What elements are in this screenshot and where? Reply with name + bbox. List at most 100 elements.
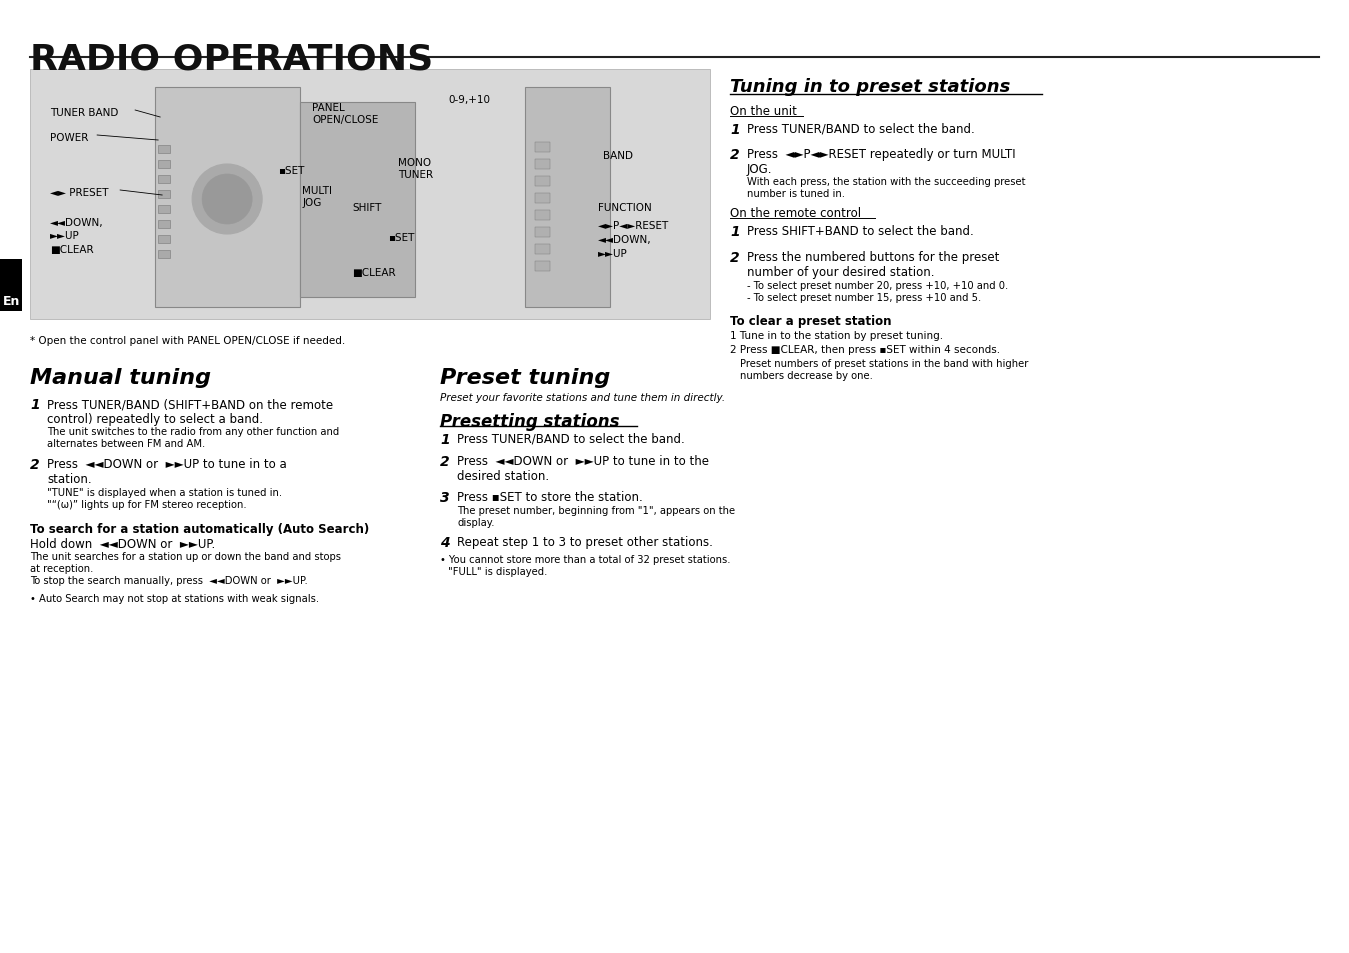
Text: 1: 1 <box>730 225 739 239</box>
Text: TUNER: TUNER <box>398 170 433 180</box>
Text: ■CLEAR: ■CLEAR <box>50 245 94 254</box>
Text: Preset your favorite stations and tune them in directly.: Preset your favorite stations and tune t… <box>440 393 726 402</box>
Text: TUNER BAND: TUNER BAND <box>50 108 119 118</box>
FancyBboxPatch shape <box>158 160 170 169</box>
FancyBboxPatch shape <box>536 228 550 238</box>
Text: On the unit: On the unit <box>730 105 797 118</box>
Text: Press TUNER/BAND to select the band.: Press TUNER/BAND to select the band. <box>747 123 975 136</box>
Text: RADIO OPERATIONS: RADIO OPERATIONS <box>30 42 433 76</box>
Text: To clear a preset station: To clear a preset station <box>730 314 892 328</box>
Text: 2 Press ■CLEAR, then press ▪SET within 4 seconds.: 2 Press ■CLEAR, then press ▪SET within 4… <box>730 345 1000 355</box>
FancyBboxPatch shape <box>158 206 170 214</box>
Circle shape <box>192 165 262 234</box>
Text: The unit switches to the radio from any other function and: The unit switches to the radio from any … <box>47 427 340 436</box>
FancyBboxPatch shape <box>536 143 550 153</box>
Text: number is tuned in.: number is tuned in. <box>747 189 844 199</box>
Text: alternates between FM and AM.: alternates between FM and AM. <box>47 438 205 449</box>
FancyBboxPatch shape <box>158 146 170 154</box>
FancyBboxPatch shape <box>158 175 170 184</box>
Text: To search for a station automatically (Auto Search): To search for a station automatically (A… <box>30 522 370 536</box>
Text: • Auto Search may not stop at stations with weak signals.: • Auto Search may not stop at stations w… <box>30 594 320 603</box>
Text: MULTI: MULTI <box>302 186 332 195</box>
Text: ►►UP: ►►UP <box>598 249 627 258</box>
Text: 1: 1 <box>30 397 39 412</box>
Text: 1: 1 <box>440 433 449 447</box>
Circle shape <box>202 174 252 225</box>
Text: 2: 2 <box>730 148 739 162</box>
Text: "FULL" is displayed.: "FULL" is displayed. <box>448 566 548 577</box>
Text: ▪SET: ▪SET <box>278 166 305 175</box>
Text: MONO: MONO <box>398 158 432 168</box>
Text: Press ▪SET to store the station.: Press ▪SET to store the station. <box>457 491 643 503</box>
Text: OPEN/CLOSE: OPEN/CLOSE <box>312 115 379 125</box>
FancyBboxPatch shape <box>536 176 550 187</box>
Text: 2: 2 <box>440 455 449 469</box>
Text: Presetting stations: Presetting stations <box>440 413 619 431</box>
Text: number of your desired station.: number of your desired station. <box>747 266 935 278</box>
Text: ◄◄DOWN,: ◄◄DOWN, <box>598 234 652 245</box>
Text: • You cannot store more than a total of 32 preset stations.: • You cannot store more than a total of … <box>440 555 731 564</box>
Text: JOG: JOG <box>302 198 321 208</box>
Text: To stop the search manually, press  ◄◄DOWN or  ►►UP.: To stop the search manually, press ◄◄DOW… <box>30 576 308 585</box>
Text: Press  ◄►P◄►RESET repeatedly or turn MULTI: Press ◄►P◄►RESET repeatedly or turn MULT… <box>747 148 1016 161</box>
Text: at reception.: at reception. <box>30 563 93 574</box>
FancyBboxPatch shape <box>158 235 170 244</box>
FancyBboxPatch shape <box>536 245 550 255</box>
Text: Preset tuning: Preset tuning <box>440 368 610 388</box>
Text: display.: display. <box>457 517 495 527</box>
FancyBboxPatch shape <box>155 88 299 308</box>
FancyBboxPatch shape <box>536 211 550 221</box>
Text: ◄► PRESET: ◄► PRESET <box>50 188 109 198</box>
FancyBboxPatch shape <box>158 220 170 229</box>
Text: Preset numbers of preset stations in the band with higher: Preset numbers of preset stations in the… <box>741 358 1028 369</box>
FancyBboxPatch shape <box>299 103 415 297</box>
FancyBboxPatch shape <box>158 251 170 259</box>
Text: - To select preset number 15, press +10 and 5.: - To select preset number 15, press +10 … <box>747 293 981 303</box>
Text: desired station.: desired station. <box>457 470 549 482</box>
Text: ◄◄DOWN,: ◄◄DOWN, <box>50 218 104 228</box>
Text: Hold down  ◄◄DOWN or  ►►UP.: Hold down ◄◄DOWN or ►►UP. <box>30 537 216 551</box>
Text: 1 Tune in to the station by preset tuning.: 1 Tune in to the station by preset tunin… <box>730 331 943 340</box>
Text: ◄►P◄►RESET: ◄►P◄►RESET <box>598 221 669 231</box>
Text: 1: 1 <box>730 123 739 137</box>
Text: FUNCTION: FUNCTION <box>598 203 652 213</box>
Text: station.: station. <box>47 473 92 485</box>
Text: Press  ◄◄DOWN or  ►►UP to tune in to the: Press ◄◄DOWN or ►►UP to tune in to the <box>457 455 710 468</box>
FancyBboxPatch shape <box>525 88 610 308</box>
Text: POWER: POWER <box>50 132 89 143</box>
FancyBboxPatch shape <box>30 70 710 319</box>
Text: With each press, the station with the succeeding preset: With each press, the station with the su… <box>747 177 1025 187</box>
Text: 3: 3 <box>440 491 449 504</box>
Text: ■CLEAR: ■CLEAR <box>352 268 395 277</box>
Text: * Open the control panel with PANEL OPEN/CLOSE if needed.: * Open the control panel with PANEL OPEN… <box>30 335 345 346</box>
Text: Manual tuning: Manual tuning <box>30 368 212 388</box>
Text: 0-9,+10: 0-9,+10 <box>448 95 490 105</box>
Text: - To select preset number 20, press +10, +10 and 0.: - To select preset number 20, press +10,… <box>747 281 1008 291</box>
Text: Press SHIFT+BAND to select the band.: Press SHIFT+BAND to select the band. <box>747 225 974 237</box>
Text: ▪SET: ▪SET <box>389 233 414 243</box>
Text: Press  ◄◄DOWN or  ►►UP to tune in to a: Press ◄◄DOWN or ►►UP to tune in to a <box>47 457 287 471</box>
FancyBboxPatch shape <box>536 193 550 204</box>
FancyBboxPatch shape <box>0 260 22 312</box>
Text: On the remote control: On the remote control <box>730 207 861 220</box>
Text: numbers decrease by one.: numbers decrease by one. <box>741 371 873 380</box>
Text: Tuning in to preset stations: Tuning in to preset stations <box>730 78 1010 96</box>
Text: The preset number, beginning from "1", appears on the: The preset number, beginning from "1", a… <box>457 505 735 516</box>
Text: 2: 2 <box>730 251 739 265</box>
Text: Press TUNER/BAND (SHIFT+BAND on the remote: Press TUNER/BAND (SHIFT+BAND on the remo… <box>47 397 333 411</box>
Text: control) repeatedly to select a band.: control) repeatedly to select a band. <box>47 413 263 426</box>
Text: "“(ω)” lights up for FM stereo reception.: "“(ω)” lights up for FM stereo reception… <box>47 499 247 510</box>
Text: 2: 2 <box>30 457 39 472</box>
Text: The unit searches for a station up or down the band and stops: The unit searches for a station up or do… <box>30 552 341 561</box>
Text: BAND: BAND <box>603 151 633 161</box>
Text: SHIFT: SHIFT <box>352 203 382 213</box>
FancyBboxPatch shape <box>536 160 550 170</box>
Text: "TUNE" is displayed when a station is tuned in.: "TUNE" is displayed when a station is tu… <box>47 488 282 497</box>
Text: En: En <box>3 294 20 308</box>
Text: JOG.: JOG. <box>747 163 773 175</box>
Text: Press TUNER/BAND to select the band.: Press TUNER/BAND to select the band. <box>457 433 685 446</box>
Text: Repeat step 1 to 3 to preset other stations.: Repeat step 1 to 3 to preset other stati… <box>457 536 714 548</box>
FancyBboxPatch shape <box>158 191 170 199</box>
Text: Press the numbered buttons for the preset: Press the numbered buttons for the prese… <box>747 251 1000 264</box>
Text: PANEL: PANEL <box>312 103 345 112</box>
